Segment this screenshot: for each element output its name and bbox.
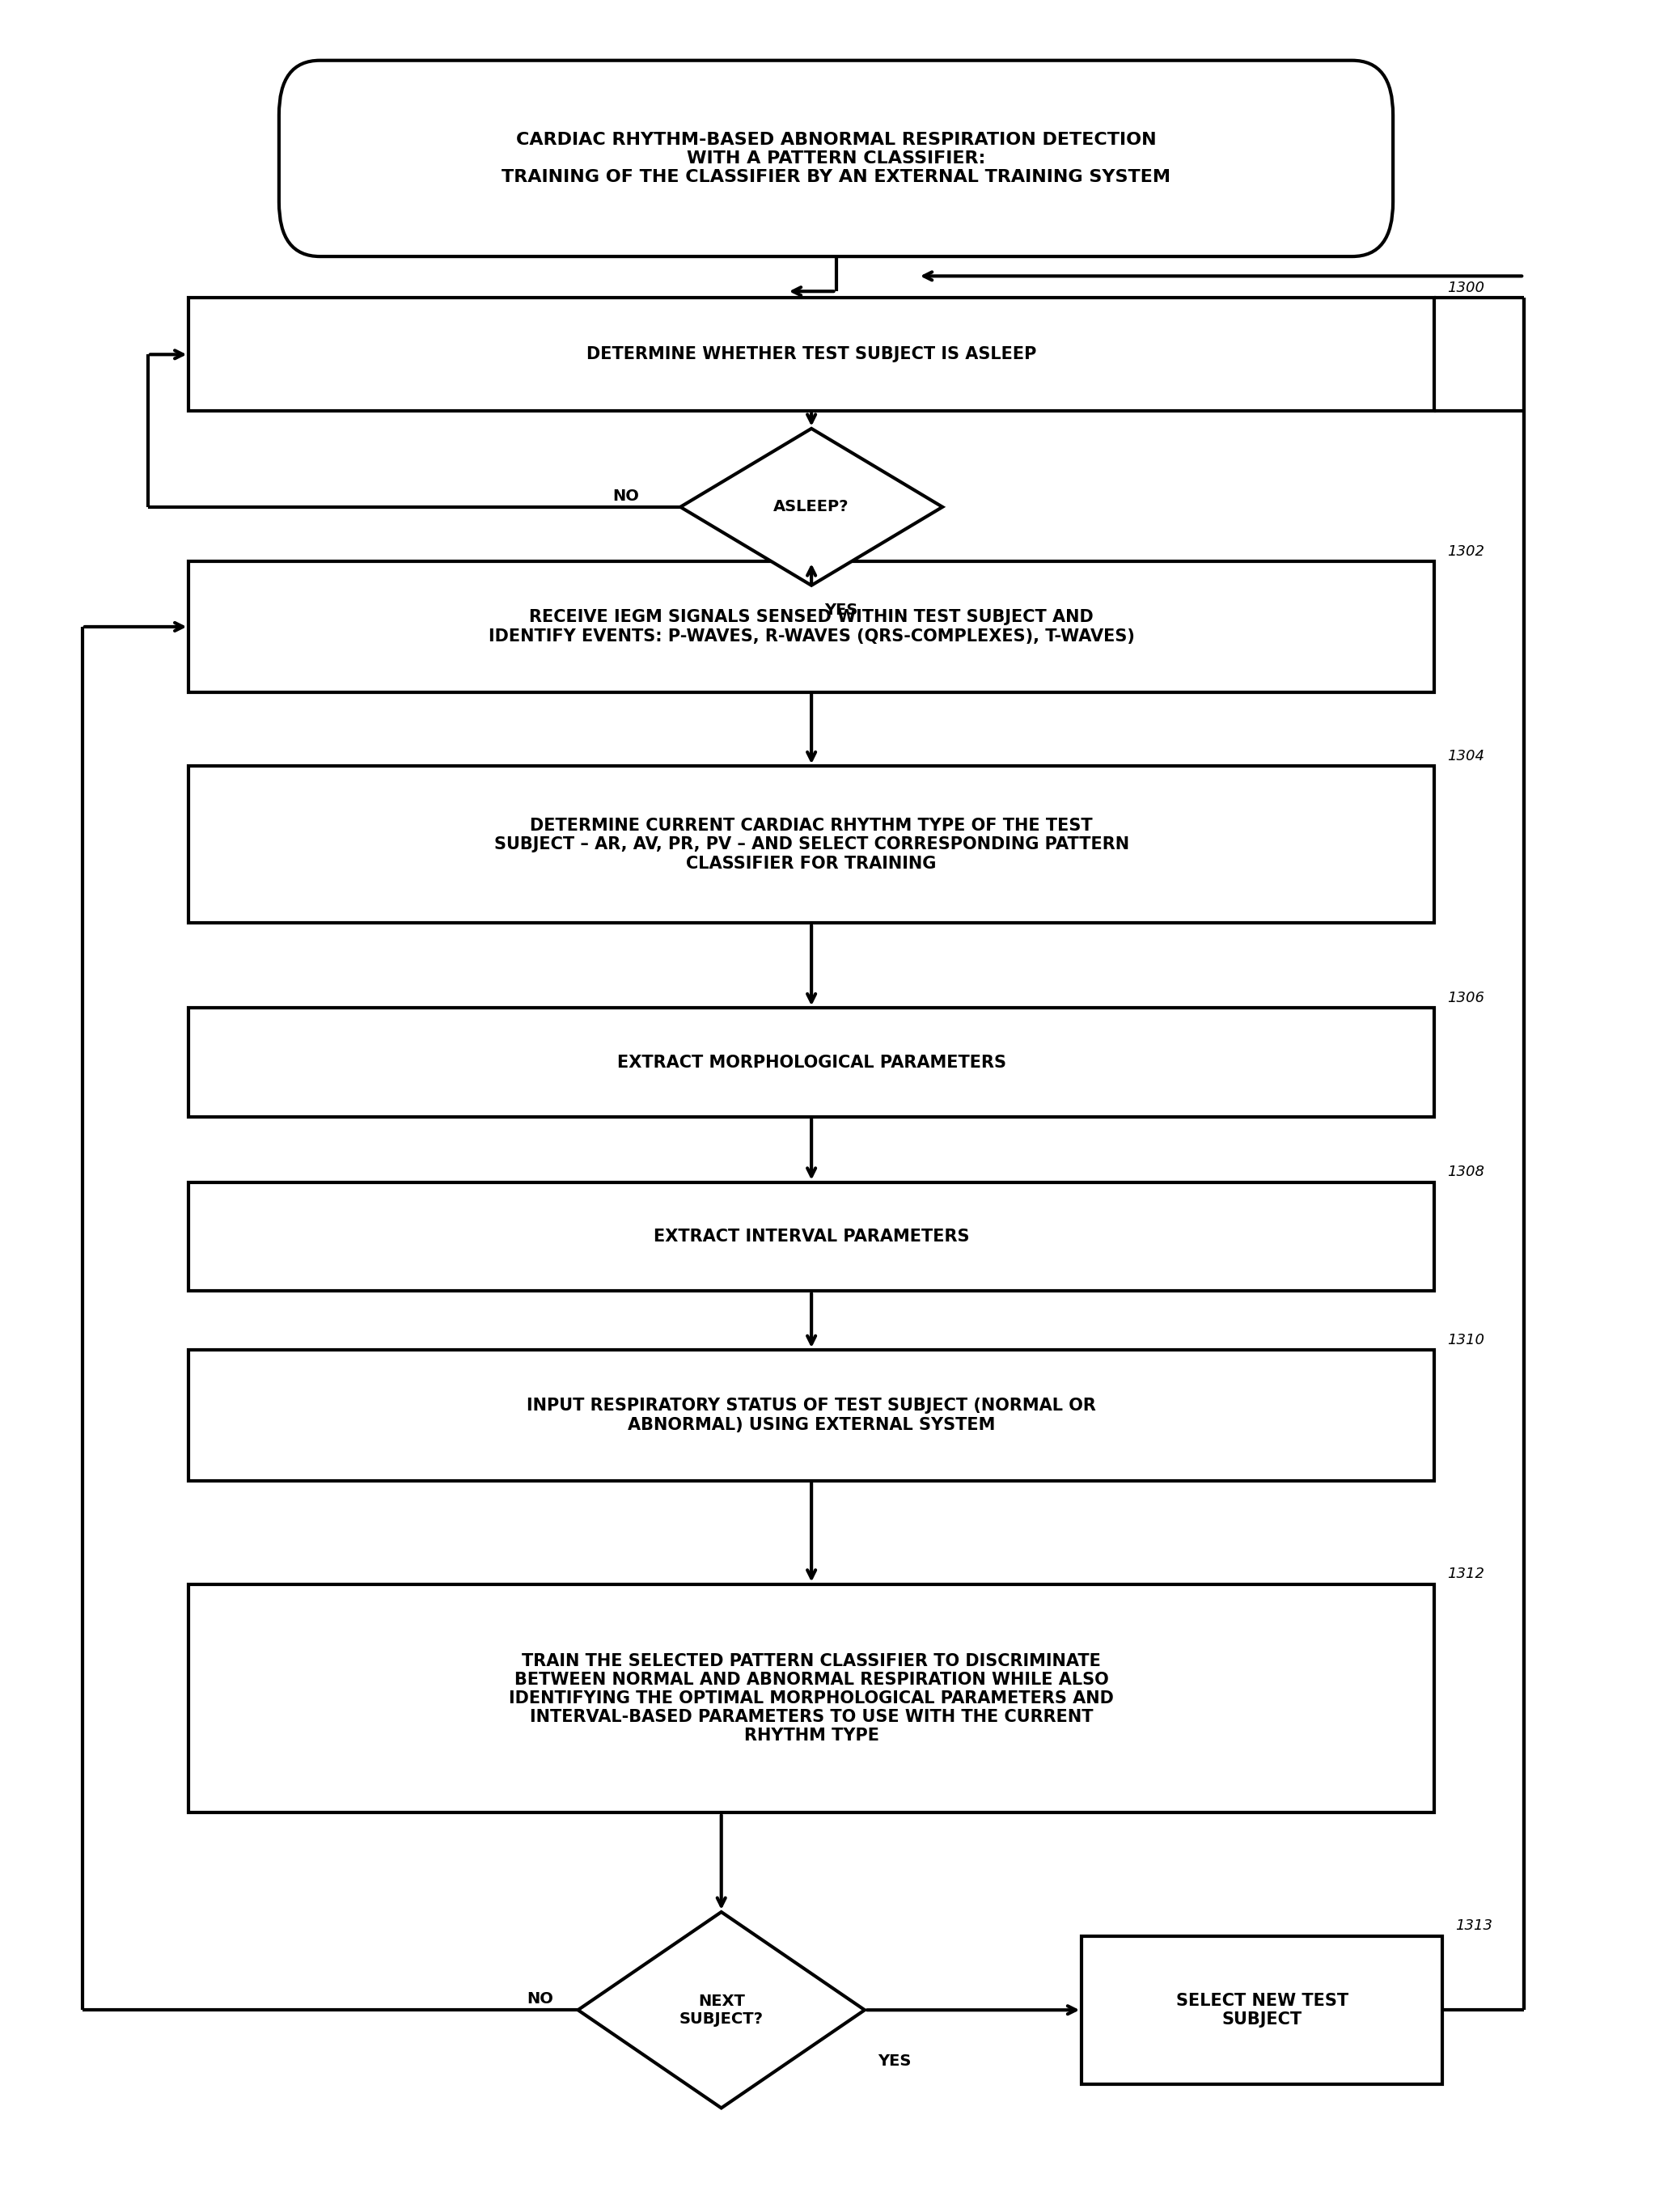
Text: NO: NO bbox=[614, 489, 639, 504]
Polygon shape bbox=[579, 1911, 864, 2108]
Text: 1312: 1312 bbox=[1446, 1566, 1485, 1582]
Text: SELECT NEW TEST
SUBJECT: SELECT NEW TEST SUBJECT bbox=[1175, 1993, 1348, 2028]
Text: 1302: 1302 bbox=[1446, 544, 1485, 560]
Bar bbox=[1082, 1936, 1443, 2084]
Text: 1306: 1306 bbox=[1446, 991, 1485, 1004]
Text: YES: YES bbox=[824, 604, 858, 617]
Bar bbox=[189, 1584, 1435, 1814]
Text: NEXT
SUBJECT?: NEXT SUBJECT? bbox=[679, 1993, 764, 2026]
Text: DETERMINE CURRENT CARDIAC RHYTHM TYPE OF THE TEST
SUBJECT – AR, AV, PR, PV – AND: DETERMINE CURRENT CARDIAC RHYTHM TYPE OF… bbox=[493, 818, 1129, 872]
Bar bbox=[189, 765, 1435, 922]
Text: 1304: 1304 bbox=[1446, 748, 1485, 763]
Text: ASLEEP?: ASLEEP? bbox=[774, 500, 849, 515]
Bar bbox=[189, 1009, 1435, 1117]
Text: EXTRACT MORPHOLOGICAL PARAMETERS: EXTRACT MORPHOLOGICAL PARAMETERS bbox=[617, 1055, 1007, 1071]
Text: RECEIVE IEGM SIGNALS SENSED WITHIN TEST SUBJECT AND
IDENTIFY EVENTS: P-WAVES, R-: RECEIVE IEGM SIGNALS SENSED WITHIN TEST … bbox=[488, 608, 1135, 644]
Bar bbox=[189, 1181, 1435, 1292]
Text: 1313: 1313 bbox=[1455, 1918, 1493, 1933]
Text: 1308: 1308 bbox=[1446, 1166, 1485, 1179]
FancyBboxPatch shape bbox=[279, 60, 1393, 257]
Bar bbox=[189, 299, 1435, 411]
Text: YES: YES bbox=[878, 2053, 911, 2068]
Text: EXTRACT INTERVAL PARAMETERS: EXTRACT INTERVAL PARAMETERS bbox=[654, 1228, 970, 1245]
Text: NO: NO bbox=[527, 1991, 553, 2006]
Bar bbox=[189, 1349, 1435, 1480]
Text: 1310: 1310 bbox=[1446, 1332, 1485, 1347]
Text: CARDIAC RHYTHM-BASED ABNORMAL RESPIRATION DETECTION
WITH A PATTERN CLASSIFIER:
T: CARDIAC RHYTHM-BASED ABNORMAL RESPIRATIO… bbox=[502, 131, 1170, 186]
Polygon shape bbox=[681, 429, 943, 586]
Text: 1300: 1300 bbox=[1446, 281, 1485, 294]
Text: DETERMINE WHETHER TEST SUBJECT IS ASLEEP: DETERMINE WHETHER TEST SUBJECT IS ASLEEP bbox=[587, 347, 1037, 363]
Bar bbox=[189, 562, 1435, 692]
Text: INPUT RESPIRATORY STATUS OF TEST SUBJECT (NORMAL OR
ABNORMAL) USING EXTERNAL SYS: INPUT RESPIRATORY STATUS OF TEST SUBJECT… bbox=[527, 1398, 1097, 1433]
Text: TRAIN THE SELECTED PATTERN CLASSIFIER TO DISCRIMINATE
BETWEEN NORMAL AND ABNORMA: TRAIN THE SELECTED PATTERN CLASSIFIER TO… bbox=[508, 1652, 1114, 1743]
